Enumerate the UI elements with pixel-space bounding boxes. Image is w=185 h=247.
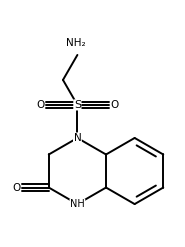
Text: O: O — [37, 100, 45, 110]
Text: O: O — [110, 100, 118, 110]
Text: O: O — [12, 183, 21, 193]
Text: N: N — [73, 133, 81, 143]
Text: S: S — [74, 100, 81, 110]
Text: NH₂: NH₂ — [66, 38, 86, 48]
Text: NH: NH — [70, 199, 85, 209]
